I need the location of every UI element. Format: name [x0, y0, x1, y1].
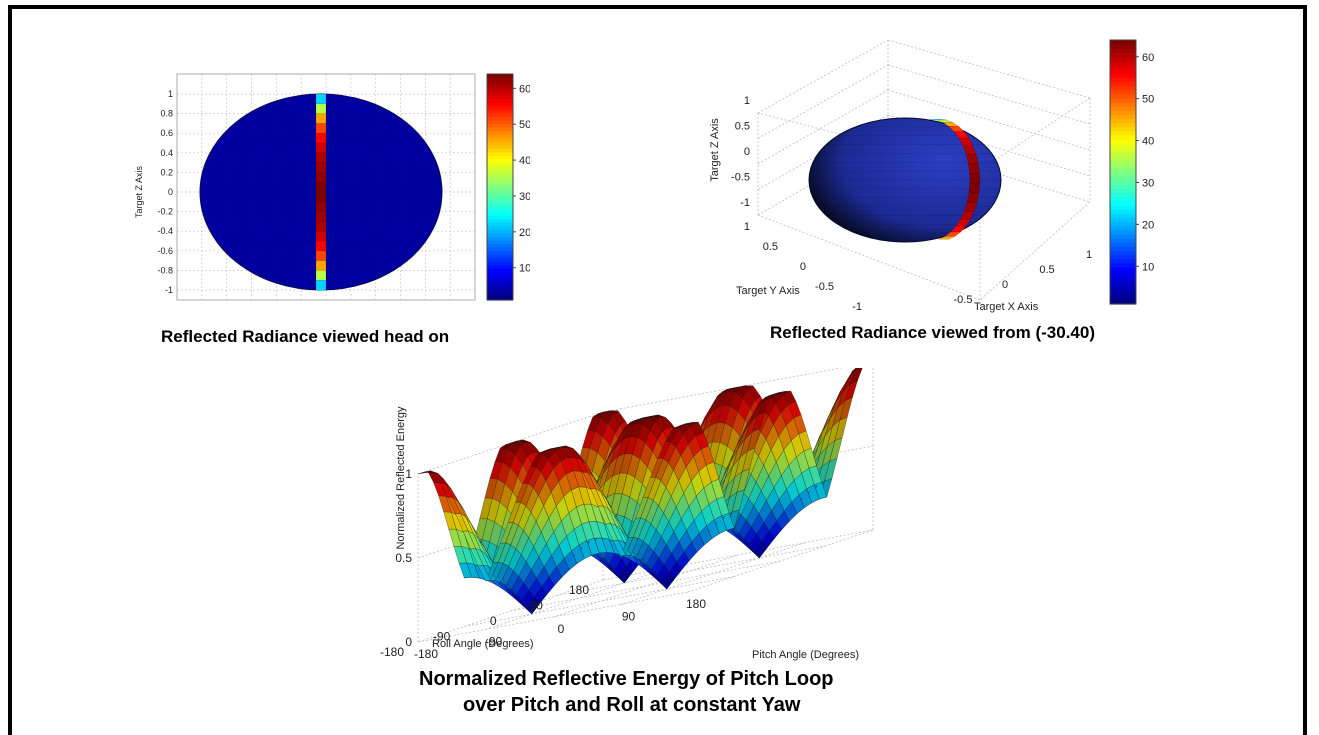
head-on-colorbar-tick: 20 — [519, 227, 530, 239]
head-on-caption: Reflected Radiance viewed head on — [161, 327, 450, 346]
head-on-colorbar-tick: 10 — [519, 263, 530, 275]
x-axis-label: Target X Axis — [974, 301, 1039, 313]
stripe-cell — [315, 132, 327, 144]
pitch-axis-tick: 180 — [686, 597, 706, 611]
stripe-cell — [315, 123, 327, 134]
roll-axis-tick: -90 — [433, 630, 451, 644]
surface-patch — [417, 470, 431, 475]
stripe-cell — [315, 240, 327, 252]
oblique-colorbar-tick: 30 — [1142, 177, 1154, 189]
stripe-cell — [315, 221, 327, 232]
stripe-cell — [315, 270, 327, 281]
stripe-cell — [315, 181, 327, 193]
x-axis-tick: 0 — [1002, 279, 1008, 291]
z-axis-tick: -0.2 — [157, 207, 173, 217]
stripe-cell — [315, 93, 327, 105]
stripe-cell — [315, 279, 327, 291]
oblique-colorbar-tick: 10 — [1142, 261, 1154, 273]
head-on-colorbar-tick: 60 — [519, 83, 530, 95]
z-axis-tick: -0.4 — [157, 226, 173, 236]
z-axis-tick: -0.6 — [157, 246, 173, 256]
stripe-cell — [315, 103, 327, 115]
reflected-energy-surface-plot: 1 0.5 0 Normalized Reflected Energy 180 90 0 -9… — [380, 368, 874, 661]
stripe-cell — [315, 172, 327, 183]
stripe-cell — [315, 142, 327, 154]
pitch-axis-tick: 0 — [558, 622, 565, 636]
y-axis-tick: 1 — [744, 221, 750, 233]
y-axis-tick: -1 — [852, 301, 862, 313]
oblique-colorbar-tick: 40 — [1142, 136, 1154, 148]
ellipsoid-body — [808, 117, 1002, 243]
roll-axis-tick: 90 — [529, 599, 543, 613]
surface-caption-line-1: Normalized Reflective Energy of Pitch Lo… — [419, 668, 834, 690]
z-axis-tick: 0.5 — [735, 121, 750, 133]
figure-frame — [8, 5, 1307, 735]
stripe-cell — [315, 152, 327, 164]
stripe-cell — [315, 230, 327, 242]
x-axis-tick: 1 — [1086, 249, 1092, 261]
head-on-colorbar: 60 50 40 30 20 10 — [486, 73, 530, 301]
radiance-stripe — [929, 119, 981, 240]
head-on-colorbar-tick: 30 — [519, 191, 530, 203]
stripe-cell — [966, 192, 980, 203]
x-axis-tick: -0.5 — [954, 294, 973, 306]
oblique-radiance-plot: 1 0.5 0 -0.5 -1 Target Z Axis 1 0.5 0 -0.5 -1 Targe… — [709, 39, 1154, 313]
ellipsoid-mesh — [809, 126, 1001, 234]
z-axis-tick: 0.6 — [160, 128, 173, 138]
y-axis-tick: 0.5 — [763, 241, 778, 253]
stripe-cell — [968, 163, 980, 174]
z-axis-tick: 0.4 — [160, 148, 173, 158]
z-axis-tick: -1 — [740, 197, 750, 209]
y-axis-label: Target Y Axis — [736, 285, 800, 297]
x-axis-tick: 0.5 — [1039, 264, 1054, 276]
roll-axis-label: Roll Angle (Degrees) — [432, 638, 534, 650]
pitch-axis-tick: -180 — [414, 647, 438, 661]
z-axis-tick: 0 — [168, 187, 173, 197]
oblique-colorbar-tick: 60 — [1142, 52, 1154, 64]
stripe-cell — [315, 113, 327, 124]
z-axis-label: Target Z Axis — [709, 118, 721, 182]
stripe-cell — [315, 211, 327, 223]
z-axis-label: Normalized Reflected Energy — [395, 406, 407, 550]
oblique-colorbar-tick: 50 — [1142, 94, 1154, 106]
oblique-colorbar-tick: 20 — [1142, 219, 1154, 231]
pitch-axis-tick: 90 — [622, 610, 636, 624]
head-on-colorbar-tick: 50 — [519, 119, 530, 131]
z-axis-tick: 0.8 — [160, 109, 173, 119]
z-axis-tick: 1 — [405, 467, 412, 481]
pitch-axis-tick: -90 — [485, 635, 503, 649]
stripe-cell — [965, 154, 979, 164]
oblique-colorbar: 60 50 40 30 20 10 — [1109, 39, 1154, 305]
z-axis-tick: 1 — [744, 95, 750, 107]
stripe-cell — [315, 191, 327, 203]
radiance-stripe — [315, 93, 327, 291]
oblique-caption: Reflected Radiance viewed from (-30.40) — [770, 323, 1096, 342]
y-axis-tick: -0.5 — [815, 281, 834, 293]
z-axis-tick: 0.5 — [395, 551, 412, 565]
z-axis-tick: 0.2 — [160, 167, 173, 177]
roll-axis-tick: -180 — [380, 645, 404, 659]
z-axis-tick: -0.5 — [731, 172, 750, 184]
y-axis-tick: 0 — [800, 261, 806, 273]
stripe-cell — [315, 260, 327, 272]
z-axis-tick: 0 — [405, 635, 412, 649]
stripe-cell — [968, 182, 981, 194]
stripe-cell — [315, 250, 327, 262]
surface-caption-line-2: over Pitch and Roll at constant Yaw — [463, 694, 801, 716]
stripe-cell — [969, 173, 981, 184]
z-axis-tick: -0.8 — [157, 265, 173, 275]
stripe-cell — [315, 162, 327, 173]
energy-surface — [417, 368, 863, 615]
pitch-axis-label: Pitch Angle (Degrees) — [752, 649, 859, 661]
roll-axis-tick: 0 — [490, 614, 497, 628]
z-axis-tick: 1 — [168, 89, 173, 99]
z-axis-label: Target Z Axis — [134, 165, 144, 218]
z-axis-tick: -1 — [165, 285, 173, 295]
stripe-cell — [315, 201, 327, 213]
z-axis-tick: 0 — [744, 146, 750, 158]
stripe-cell — [938, 236, 955, 240]
roll-axis-tick: 180 — [569, 583, 589, 597]
head-on-colorbar-tick: 40 — [519, 155, 530, 167]
head-on-radiance-plot: 1 0.8 0.6 0.4 0.2 0 -0.2 -0.4 -0.6 -0.8 -1 Target Z… — [134, 73, 530, 301]
